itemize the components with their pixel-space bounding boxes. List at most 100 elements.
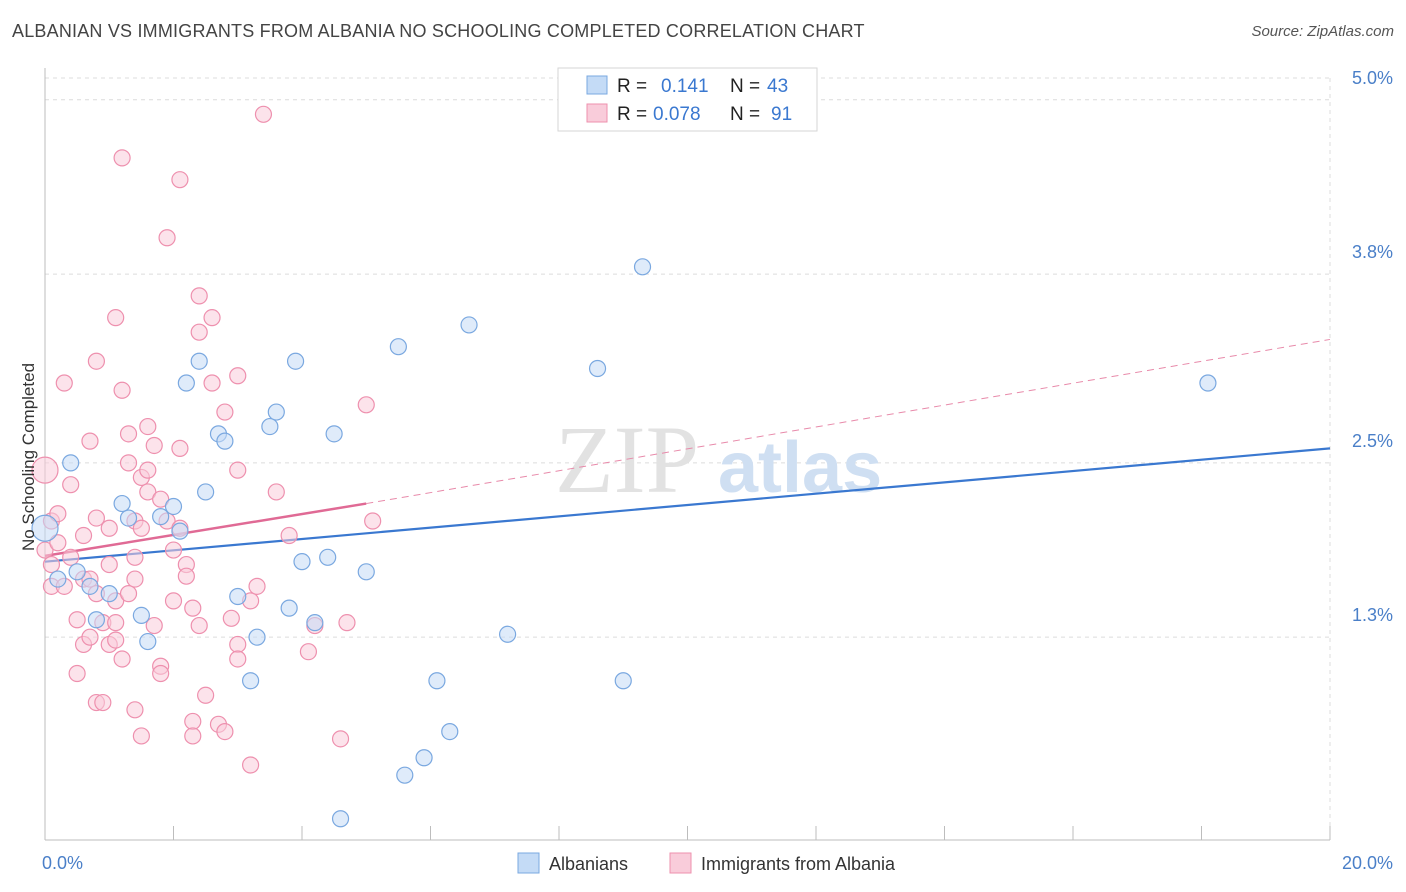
point-immigrants	[216, 403, 234, 421]
point-immigrants	[190, 616, 208, 635]
point-immigrants	[87, 509, 106, 527]
point-albanians	[100, 585, 118, 603]
point-albanians	[1199, 374, 1217, 392]
point-albanians	[171, 522, 189, 540]
legend-n-value-2: 91	[771, 104, 792, 125]
point-immigrants	[113, 381, 131, 399]
point-immigrants	[364, 512, 382, 530]
legend-swatch-albanians	[586, 75, 608, 95]
series-albanians-points	[31, 258, 1217, 828]
point-immigrants	[49, 534, 67, 552]
bottom-legend-swatch-albanians	[517, 852, 540, 874]
point-immigrants	[87, 352, 106, 370]
point-albanians	[197, 483, 215, 501]
point-immigrants	[203, 374, 221, 392]
point-immigrants	[139, 461, 157, 479]
point-immigrants	[107, 631, 125, 649]
axes	[44, 68, 1331, 841]
point-immigrants	[158, 229, 176, 247]
point-immigrants	[152, 664, 170, 683]
point-albanians	[68, 563, 86, 581]
point-albanians	[325, 425, 343, 443]
point-albanians	[152, 508, 170, 526]
point-immigrants	[190, 287, 208, 305]
point-immigrants	[68, 664, 86, 683]
point-immigrants	[94, 693, 112, 712]
point-albanians	[286, 352, 305, 370]
point-immigrants	[36, 541, 54, 559]
legend-n-label-1: N =	[730, 76, 760, 97]
point-immigrants	[74, 526, 93, 545]
series-immigrants-points	[31, 105, 382, 774]
point-albanians	[396, 766, 414, 784]
legend-n-label-2: N =	[730, 104, 760, 125]
point-albanians	[306, 614, 324, 632]
bottom-legend-albanians: Albanians	[549, 854, 628, 874]
point-immigrants	[229, 635, 247, 654]
y-axis-label: No Schooling Completed	[19, 363, 38, 551]
point-albanians	[267, 403, 285, 421]
legend-n-value-1: 43	[767, 76, 788, 97]
point-albanians	[119, 509, 138, 527]
point-immigrants	[338, 614, 356, 632]
point-immigrants	[145, 436, 163, 455]
point-albanians	[293, 553, 311, 571]
bottom-legend: Albanians Immigrants from Albania	[517, 852, 896, 874]
tick-labels: 1.3% 2.5% 3.8% 5.0% 0.0% 20.0%	[42, 68, 1393, 873]
point-albanians	[113, 494, 131, 513]
point-immigrants	[267, 483, 285, 501]
point-immigrants	[145, 616, 163, 635]
point-immigrants	[184, 727, 202, 745]
point-immigrants	[248, 577, 266, 595]
legend-r-value-2: 0.078	[653, 104, 701, 125]
stats-legend: R = 0.141 N = 43 R = 0.078 N = 91	[557, 67, 818, 132]
x-tick-label-min: 0.0%	[42, 853, 83, 873]
point-immigrants	[107, 309, 125, 327]
point-immigrants	[171, 171, 189, 189]
point-albanians	[389, 338, 407, 356]
point-immigrants	[132, 519, 150, 537]
point-immigrants	[222, 609, 240, 627]
point-albanians	[216, 432, 234, 450]
point-albanians	[428, 672, 446, 690]
point-albanians	[49, 570, 67, 588]
point-immigrants	[197, 686, 215, 704]
point-albanians	[319, 548, 337, 566]
bottom-legend-immigrants: Immigrants from Albania	[701, 854, 896, 874]
point-immigrants	[132, 727, 150, 745]
x-tick-label-max: 20.0%	[1342, 853, 1393, 873]
point-immigrants	[216, 722, 234, 741]
point-albanians	[31, 514, 59, 542]
legend-r-value-1: 0.141	[661, 76, 709, 97]
point-albanians	[132, 606, 150, 624]
point-albanians	[164, 497, 183, 516]
trend-lines	[44, 338, 1331, 563]
point-albanians	[499, 625, 517, 643]
bottom-legend-swatch-immigrants	[669, 852, 692, 874]
y-tick-label: 2.5%	[1352, 431, 1393, 451]
point-immigrants	[126, 701, 144, 719]
chart-title: ALBANIAN VS IMMIGRANTS FROM ALBANIA NO S…	[12, 21, 865, 41]
point-albanians	[229, 587, 247, 606]
point-albanians	[261, 417, 279, 436]
point-albanians	[280, 599, 298, 617]
y-tick-label: 1.3%	[1352, 605, 1393, 625]
point-immigrants	[190, 323, 208, 341]
point-immigrants	[81, 628, 99, 646]
point-albanians	[357, 563, 375, 581]
point-albanians	[87, 611, 106, 629]
point-immigrants	[100, 555, 118, 574]
point-immigrants	[119, 454, 138, 472]
point-immigrants	[113, 650, 131, 668]
point-immigrants	[100, 519, 118, 537]
point-immigrants	[126, 570, 144, 588]
point-immigrants	[203, 309, 221, 327]
point-immigrants	[184, 712, 202, 731]
point-albanians	[139, 632, 157, 651]
y-tick-label: 5.0%	[1352, 68, 1393, 88]
point-immigrants	[229, 650, 247, 668]
point-immigrants	[107, 614, 125, 632]
point-immigrants	[229, 461, 247, 479]
point-immigrants	[49, 505, 67, 523]
